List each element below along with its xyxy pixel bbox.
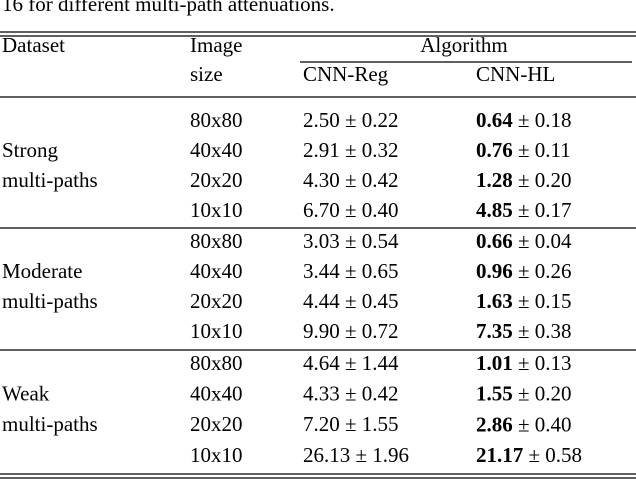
cnn-hl-cell: 1.63 ± 0.15	[476, 289, 572, 313]
header-cell: CNN-Reg	[303, 62, 389, 86]
dataset-name: multi-paths	[2, 289, 98, 313]
cnn-hl-std: ± 0.38	[518, 319, 572, 343]
cnn-hl-cell: 2.86 ± 0.40	[476, 412, 572, 436]
dataset-name: multi-paths	[2, 412, 98, 436]
cnn-hl-mean: 7.35	[476, 319, 513, 343]
cnn-reg-cell: 26.13 ± 1.96	[303, 443, 409, 467]
cnn-hl-mean: 1.28	[476, 168, 513, 192]
cnn-hl-cell: 0.76 ± 0.11	[476, 138, 571, 162]
cnn-reg-cell: 2.91 ± 0.32	[303, 138, 399, 162]
cnn-hl-mean: 0.64	[476, 108, 513, 132]
cnn-reg-cell: 9.90 ± 0.72	[303, 319, 399, 343]
cnn-hl-mean: 1.63	[476, 289, 513, 313]
size-cell: 20x20	[190, 168, 243, 192]
cnn-hl-mean: 1.01	[476, 351, 513, 375]
cnn-hl-std: ± 0.15	[518, 289, 572, 313]
cnn-hl-cell: 1.01 ± 0.13	[476, 351, 572, 375]
size-cell: 10x10	[190, 319, 243, 343]
cnn-hl-std: ± 0.26	[518, 259, 572, 283]
size-cell: 80x80	[190, 229, 243, 253]
cnn-reg-cell: 6.70 ± 0.40	[303, 198, 399, 222]
dataset-name: multi-paths	[2, 168, 98, 192]
cnn-reg-cell: 3.44 ± 0.65	[303, 259, 399, 283]
cnn-hl-cell: 7.35 ± 0.38	[476, 319, 572, 343]
cnn-reg-cell: 4.44 ± 0.45	[303, 289, 399, 313]
cnn-hl-mean: 0.66	[476, 229, 513, 253]
dataset-name: Moderate	[2, 259, 82, 283]
cnn-hl-mean: 2.86	[476, 412, 513, 436]
cnn-hl-std: ± 0.20	[518, 382, 572, 406]
cnn-hl-mean: 4.85	[476, 198, 513, 222]
cnn-reg-cell: 4.64 ± 1.44	[303, 351, 399, 375]
cnn-hl-std: ± 0.58	[529, 443, 583, 467]
size-cell: 80x80	[190, 108, 243, 132]
size-cell: 40x40	[190, 138, 243, 162]
cnn-reg-cell: 7.20 ± 1.55	[303, 412, 399, 436]
cnn-hl-std: ± 0.18	[518, 108, 572, 132]
cnn-hl-cell: 0.66 ± 0.04	[476, 229, 572, 253]
header-cell: Image	[190, 33, 242, 57]
cnn-hl-std: ± 0.40	[518, 412, 572, 436]
cnn-hl-mean: 0.76	[476, 138, 513, 162]
size-cell: 10x10	[190, 198, 243, 222]
cnn-hl-mean: 21.17	[476, 443, 523, 467]
cnn-hl-cell: 21.17 ± 0.58	[476, 443, 582, 467]
size-cell: 10x10	[190, 443, 243, 467]
header-cell: size	[190, 62, 223, 86]
cnn-hl-std: ± 0.17	[518, 198, 572, 222]
size-cell: 80x80	[190, 351, 243, 375]
cnn-hl-cell: 4.85 ± 0.17	[476, 198, 572, 222]
cnn-hl-cell: 1.55 ± 0.20	[476, 382, 572, 406]
cnn-hl-cell: 1.28 ± 0.20	[476, 168, 572, 192]
dataset-name: Strong	[2, 138, 59, 162]
cnn-hl-std: ± 0.20	[518, 168, 572, 192]
cnn-reg-cell: 4.30 ± 0.42	[303, 168, 399, 192]
header-cell: Algorithm	[420, 33, 508, 57]
cnn-hl-mean: 1.55	[476, 382, 513, 406]
cnn-reg-cell: 3.03 ± 0.54	[303, 229, 399, 253]
cnn-reg-cell: 2.50 ± 0.22	[303, 108, 399, 132]
cnn-hl-std: ± 0.13	[518, 351, 572, 375]
cnn-hl-cell: 0.64 ± 0.18	[476, 108, 572, 132]
size-cell: 20x20	[190, 412, 243, 436]
cnn-hl-std: ± 0.04	[518, 229, 572, 253]
header-cell: Dataset	[2, 33, 65, 57]
caption: 16 for different multi-path attenuations…	[2, 0, 335, 16]
size-cell: 20x20	[190, 289, 243, 313]
cnn-hl-std: ± 0.11	[518, 138, 571, 162]
size-cell: 40x40	[190, 382, 243, 406]
cnn-hl-cell: 0.96 ± 0.26	[476, 259, 572, 283]
cnn-reg-cell: 4.33 ± 0.42	[303, 382, 399, 406]
cnn-hl-mean: 0.96	[476, 259, 513, 283]
size-cell: 40x40	[190, 259, 243, 283]
dataset-name: Weak	[2, 382, 50, 406]
header-cell: CNN-HL	[476, 62, 555, 86]
